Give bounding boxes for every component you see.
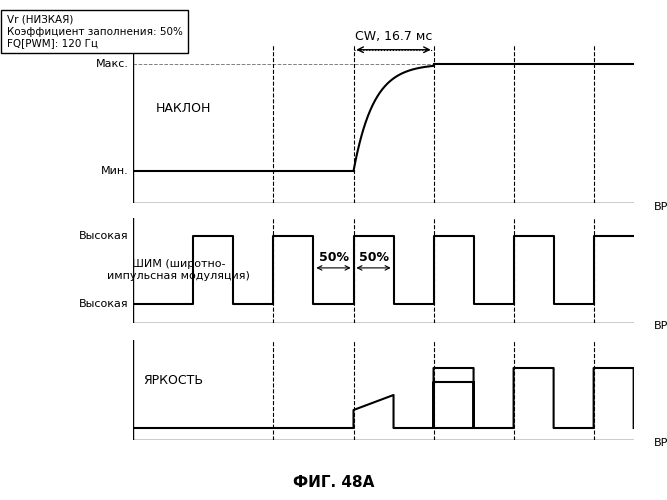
Text: Мин.: Мин. (101, 166, 128, 176)
Text: ВРЕМЯ: ВРЕМЯ (654, 202, 667, 212)
Text: ВРЕМЯ: ВРЕМЯ (654, 320, 667, 330)
Text: НАКЛОН: НАКЛОН (155, 102, 211, 114)
Text: CW, 16.7 мс: CW, 16.7 мс (355, 30, 432, 44)
Text: ШИМ (широтно-
импульсная модуляция): ШИМ (широтно- импульсная модуляция) (107, 259, 250, 281)
Text: Vr (НИЗКАЯ)
Коэффициент заполнения: 50%
FQ[PWM]: 120 Гц: Vr (НИЗКАЯ) Коэффициент заполнения: 50% … (7, 15, 183, 48)
Text: ЯРКОСТЬ: ЯРКОСТЬ (143, 374, 203, 386)
Text: Высокая: Высокая (79, 232, 128, 241)
Text: 50%: 50% (359, 250, 388, 264)
Text: Высокая: Высокая (79, 298, 128, 308)
Text: Макс.: Макс. (95, 59, 128, 69)
Text: 50%: 50% (319, 250, 348, 264)
Text: ВРЕМЯ: ВРЕМЯ (654, 438, 667, 448)
Text: ФИГ. 48A: ФИГ. 48A (293, 475, 374, 490)
